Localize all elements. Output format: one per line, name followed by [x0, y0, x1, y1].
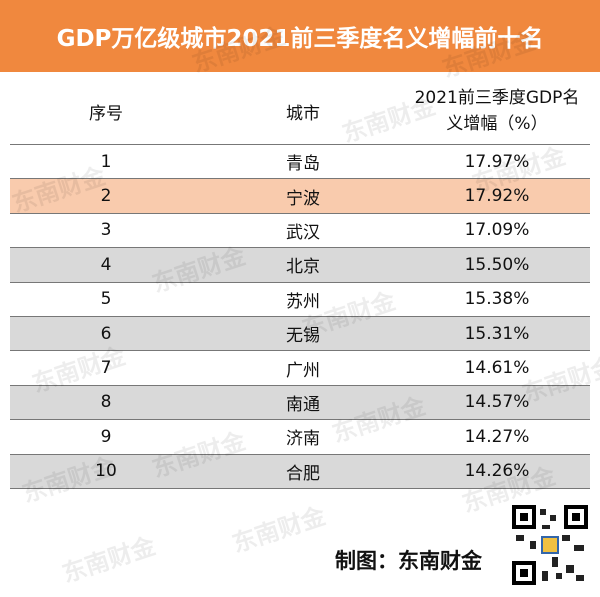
watermark: 东南财金	[228, 501, 329, 559]
table-cell: 17.92%	[404, 178, 590, 214]
table-cell: 5	[10, 282, 202, 317]
table-cell: 17.97%	[404, 144, 590, 180]
table-cell: 广州	[202, 350, 404, 386]
table-cell: 8	[10, 385, 202, 421]
table-cell: 4	[10, 247, 202, 283]
table-row: 10 合肥 14.26%	[10, 454, 590, 489]
table-cell: 7	[10, 350, 202, 386]
header-text: 2021前三季度GDP名义增幅（%）	[414, 88, 580, 134]
table-cell: 南通	[202, 385, 404, 421]
header-cell: 城市	[202, 78, 404, 145]
table-cell: 无锡	[202, 316, 404, 352]
table-cell: 2	[10, 178, 202, 214]
header-cell: 2021前三季度GDP名义增幅（%）	[404, 78, 590, 145]
table-cell: 3	[10, 213, 202, 249]
table-cell: 青岛	[202, 144, 404, 180]
table-cell: 14.61%	[404, 350, 590, 386]
footer: 制图：东南财金	[335, 549, 482, 573]
table-row: 9 济南 14.27%	[10, 419, 590, 455]
header-cell: 序号	[10, 78, 202, 145]
table-cell: 14.57%	[404, 385, 590, 421]
table-cell: 合肥	[202, 454, 404, 489]
table-row: 4 北京 15.50%	[10, 247, 590, 283]
table-cell: 宁波	[202, 178, 404, 214]
table-cell: 10	[10, 454, 202, 489]
watermark: 东南财金	[58, 531, 159, 589]
table-cell: 武汉	[202, 213, 404, 249]
qr-code	[512, 505, 588, 585]
table-cell: 1	[10, 144, 202, 180]
table-cell: 9	[10, 419, 202, 455]
table-cell: 15.50%	[404, 247, 590, 283]
table-cell: 北京	[202, 247, 404, 283]
table: 序号 城市 2021前三季度GDP名义增幅（%） 1 青岛 17.97% 2 宁波 17.…	[10, 78, 590, 489]
table-cell: 济南	[202, 419, 404, 455]
table-row: 3 武汉 17.09%	[10, 213, 590, 249]
header-row: 序号 城市 2021前三季度GDP名义增幅（%）	[10, 78, 590, 145]
title: GDP万亿级城市2021前三季度名义增幅前十名	[0, 0, 600, 72]
table-cell: 15.31%	[404, 316, 590, 352]
table-row: 5 苏州 15.38%	[10, 282, 590, 317]
table-row: 1 青岛 17.97%	[10, 144, 590, 180]
table-row: 8 南通 14.57%	[10, 385, 590, 421]
table-cell: 苏州	[202, 282, 404, 317]
table-row: 7 广州 14.61%	[10, 350, 590, 386]
table-row: 2 宁波 17.92%	[10, 178, 590, 214]
table-cell: 14.27%	[404, 419, 590, 455]
table-cell: 6	[10, 316, 202, 352]
table-row: 6 无锡 15.31%	[10, 316, 590, 352]
table-cell: 15.38%	[404, 282, 590, 317]
table-cell: 17.09%	[404, 213, 590, 249]
table-cell: 14.26%	[404, 454, 590, 489]
